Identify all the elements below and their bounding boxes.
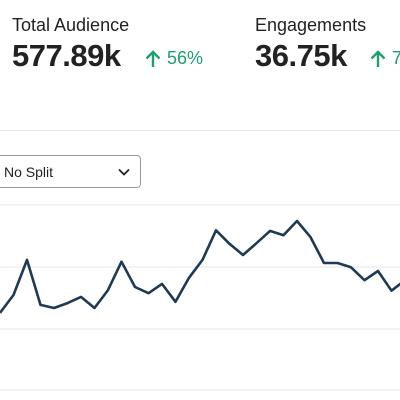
divider — [0, 130, 400, 131]
up-arrow-icon — [370, 49, 386, 67]
change-text: 7 — [392, 48, 400, 68]
metric-value: 36.75k — [255, 38, 347, 73]
chevron-icon — [118, 168, 130, 176]
metric-label: Total Audience — [12, 15, 130, 35]
split-dropdown[interactable]: No Split — [0, 155, 141, 188]
metric-label: Engagements — [255, 15, 367, 35]
change-text: 56% — [167, 48, 204, 68]
metric-change: 7 — [370, 48, 400, 69]
metric-change: 56% — [145, 48, 203, 69]
dropdown-text: No Split — [4, 163, 54, 180]
up-arrow-icon — [145, 49, 161, 67]
data-line — [0, 219, 400, 314]
metric-value: 577.89k — [12, 38, 121, 73]
